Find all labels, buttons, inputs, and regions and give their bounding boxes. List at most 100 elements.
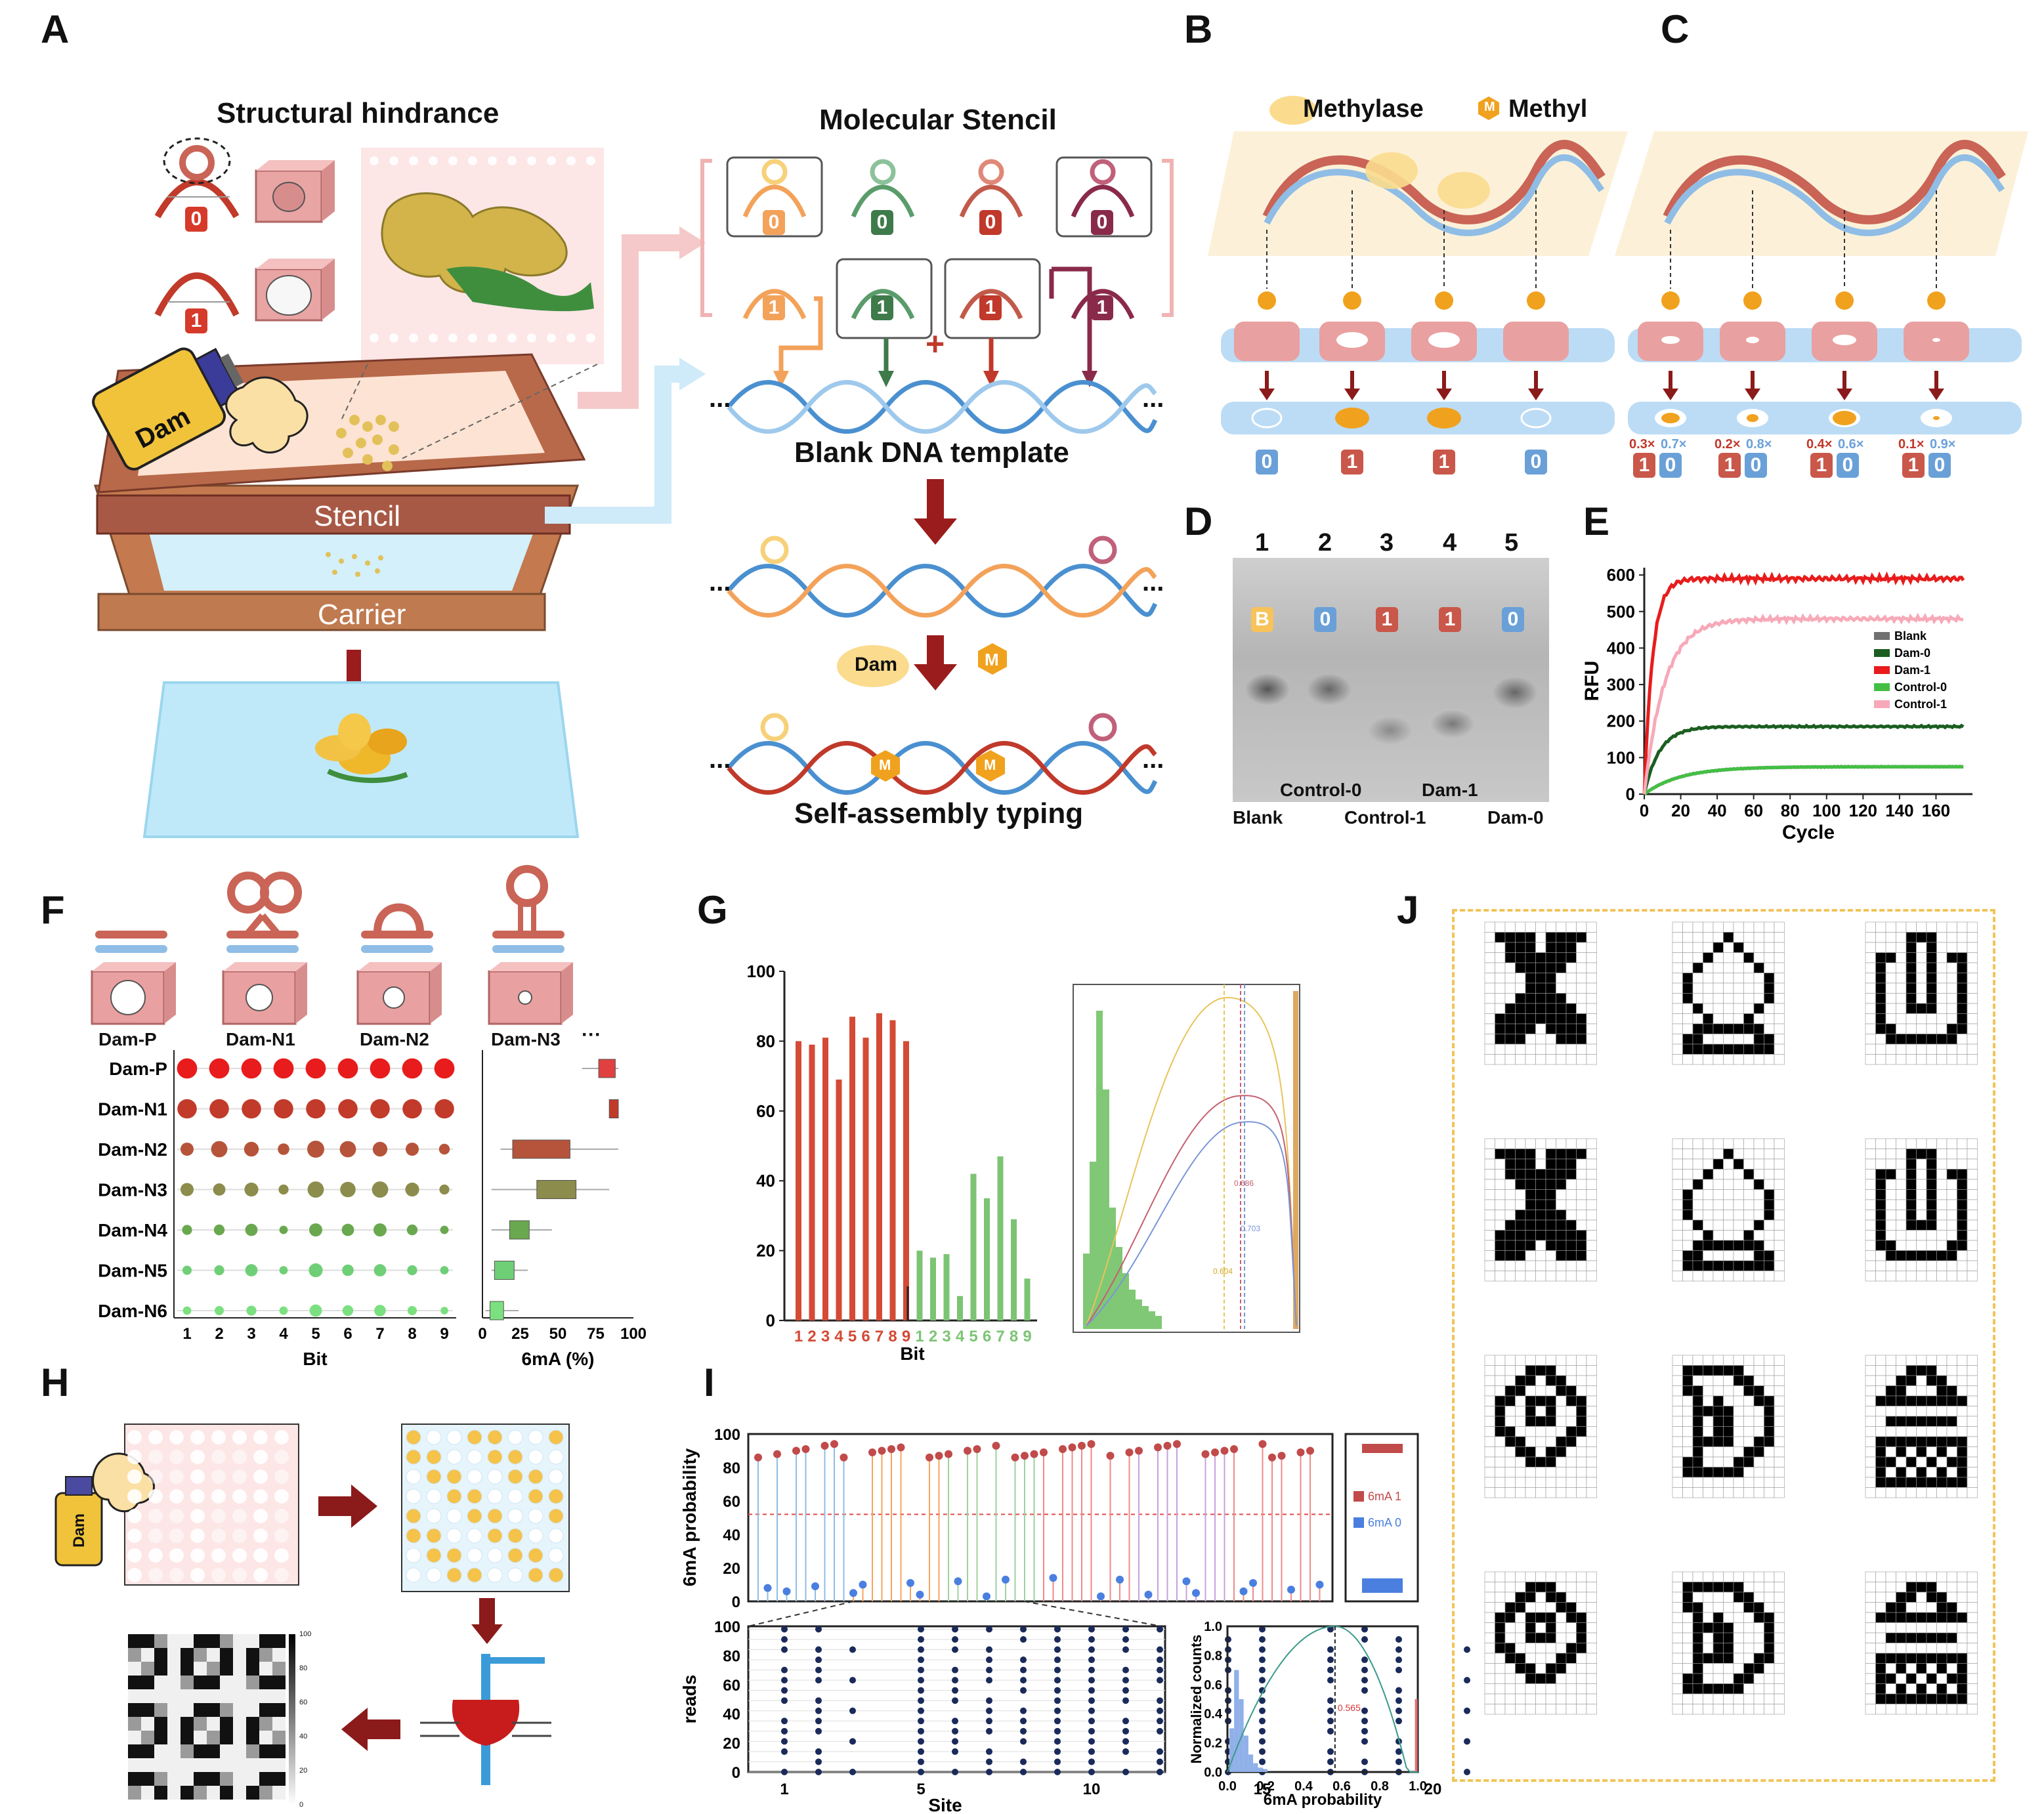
f-box — [536, 1180, 577, 1199]
i-y-tick-label: 20 — [723, 1560, 740, 1578]
e-legend-label: Blank — [1894, 629, 1927, 643]
h-heat-cell — [128, 1772, 141, 1786]
i-read-dot — [1122, 1718, 1129, 1725]
h-carrier-dot — [548, 1488, 564, 1504]
i-point — [964, 1446, 971, 1455]
i-read-dot — [1225, 1687, 1231, 1694]
i-read-dot — [1327, 1727, 1334, 1735]
i-read-dot — [918, 1748, 924, 1755]
h-stencil-dot — [127, 1469, 142, 1484]
h-heat-cell — [246, 1717, 259, 1731]
h-carrier-dot — [446, 1508, 462, 1524]
h-heat-cell — [246, 1703, 259, 1717]
i-read-dot — [815, 1666, 822, 1674]
h-carrier-dot — [528, 1508, 543, 1524]
e-series-line — [1643, 765, 1964, 796]
e-y-tick-label: 600 — [1607, 565, 1635, 585]
h-stencil-dot — [211, 1450, 226, 1464]
i-read-dot — [918, 1677, 924, 1684]
i-point — [1135, 1446, 1143, 1455]
h-stencil-dot — [148, 1469, 163, 1484]
h-carrier-dot — [467, 1488, 482, 1504]
h-carrier-dot — [507, 1488, 523, 1504]
i-point — [868, 1448, 876, 1457]
f-box-x-tick-label: 100 — [620, 1325, 647, 1343]
e-x-tick-label: 40 — [1708, 801, 1727, 820]
h-stencil-dot — [232, 1509, 247, 1523]
i-point — [1315, 1580, 1324, 1589]
lane-bit-1: B — [1251, 607, 1273, 632]
h-stencil-dot — [253, 1529, 268, 1543]
i-read-dot — [1259, 1656, 1266, 1664]
h-heat-cell — [167, 1772, 181, 1786]
i-read-dot — [781, 1626, 788, 1633]
e-x-tick-label: 100 — [1812, 801, 1841, 820]
i-read-dot — [1054, 1697, 1061, 1704]
h-heat-cell — [154, 1662, 167, 1676]
f-dot — [278, 1184, 289, 1195]
i-read-dot — [1020, 1769, 1027, 1775]
i-density-bar — [1262, 1769, 1267, 1772]
f-dot — [340, 1181, 356, 1198]
f-box — [494, 1261, 515, 1280]
h-heat-cell — [154, 1689, 167, 1703]
h-carrier-dot — [426, 1469, 442, 1485]
i-read-dot — [1088, 1666, 1095, 1674]
f-dot — [279, 1266, 288, 1275]
i-read-dot — [1225, 1666, 1231, 1674]
i-read-dot — [1088, 1697, 1095, 1704]
i-read-dot — [952, 1748, 958, 1755]
i-point — [1040, 1448, 1048, 1457]
e-series-line — [1643, 765, 1964, 796]
f-row-label: Dam-N6 — [98, 1301, 167, 1321]
h-heat-cell — [259, 1689, 272, 1703]
e-x-tick-label: 140 — [1885, 801, 1913, 820]
methyl-label: Methyl — [1508, 95, 1588, 123]
h-carrier-dot — [467, 1449, 482, 1465]
i-read-dot — [815, 1748, 822, 1755]
i-read-dot — [1395, 1635, 1402, 1643]
lane-4: 4 — [1443, 529, 1457, 557]
h-heat-tick-20: 20 — [299, 1767, 308, 1775]
h-stencil-dot — [169, 1548, 184, 1563]
h-heat-cell — [272, 1648, 286, 1662]
panel-label-h: H — [41, 1360, 70, 1404]
h-carrier-dot — [426, 1488, 442, 1504]
h-carrier-dot — [467, 1429, 482, 1445]
h-stencil-dot — [211, 1430, 226, 1445]
e-series-line — [1642, 723, 1965, 795]
i-read-dot — [1395, 1646, 1402, 1653]
i-read-dot — [1225, 1738, 1231, 1745]
i-point — [801, 1445, 810, 1453]
i-point — [887, 1445, 895, 1453]
i-reads-frame — [747, 1625, 1166, 1773]
i-read-dot — [781, 1718, 788, 1725]
h-carrier-dot — [487, 1508, 503, 1524]
i-read-dot — [1054, 1677, 1061, 1684]
i-read-dot — [849, 1646, 856, 1653]
h-heat-cell — [259, 1676, 272, 1689]
i-point — [1268, 1453, 1276, 1462]
h-heat-cell — [154, 1634, 167, 1648]
i-reads-x-tick-label: 10 — [1083, 1781, 1101, 1798]
f-dot — [372, 1181, 389, 1198]
dam-enzyme-label: Dam — [855, 654, 898, 675]
i-density-x-tick-label: 0.2 — [1256, 1779, 1275, 1794]
i-read-dot — [815, 1656, 822, 1664]
g-x-tick-label: 5 — [848, 1328, 857, 1345]
i-read-dot — [1122, 1727, 1129, 1735]
g-x-tick-label: 6 — [861, 1328, 870, 1345]
molecular-stencil-title: Molecular Stencil — [819, 104, 1057, 136]
h-carrier-dot — [406, 1548, 421, 1563]
f-dot — [309, 1263, 323, 1278]
h-heat-cell — [181, 1676, 194, 1689]
h-heat-cell — [194, 1676, 207, 1689]
h-carrier-dot — [548, 1548, 564, 1563]
h-stencil-dot — [253, 1469, 268, 1484]
i-point — [973, 1445, 981, 1453]
h-heat-cell — [181, 1758, 194, 1772]
h-heat-cell — [128, 1758, 141, 1772]
h-stencil-dot — [253, 1568, 268, 1582]
h-stencil-dot — [232, 1430, 247, 1445]
h-carrier-dot — [548, 1469, 564, 1485]
